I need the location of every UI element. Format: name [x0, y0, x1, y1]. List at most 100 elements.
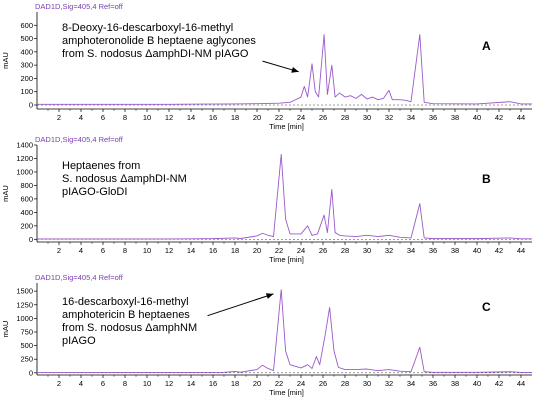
x-tick-label: 24 [297, 246, 305, 255]
x-tick-label: 4 [79, 379, 83, 388]
x-tick-label: 44 [517, 113, 525, 122]
y-tick-label: 1250 [16, 300, 33, 309]
x-tick-label: 20 [253, 246, 261, 255]
chart-panel-c: DAD1D,Sig=405,4 Ref=off 2 4 6 8 10 12 14 16 18 20 2… [1, 273, 532, 397]
annotation-arrow-shaft [207, 293, 274, 317]
annotation-arrow-head [265, 293, 274, 299]
x-tick-label: 36 [429, 246, 437, 255]
x-tick-label: 2 [57, 246, 61, 255]
panel-header: DAD1D,Sig=405,4 Ref=off [35, 273, 124, 282]
x-tick-label: 18 [231, 379, 239, 388]
y-axis-label: mAU [1, 52, 10, 69]
x-tick-label: 18 [231, 246, 239, 255]
x-tick-label: 8 [123, 246, 127, 255]
y-tick-label: 1000 [16, 167, 33, 176]
chromatogram-trace [37, 34, 532, 105]
y-tick-label: 0 [29, 235, 33, 244]
x-tick-label: 16 [209, 246, 217, 255]
annotation-line: amphoteronolide B heptaene aglycones [62, 35, 256, 47]
x-tick-label: 28 [341, 379, 349, 388]
x-axis-label: Time [min] [269, 388, 304, 397]
x-tick-label: 28 [341, 246, 349, 255]
x-tick-label: 22 [275, 379, 283, 388]
x-tick-label: 32 [385, 113, 393, 122]
y-axis-label: mAU [1, 321, 10, 338]
x-tick-label: 16 [209, 379, 217, 388]
y-tick-label: 1400 [16, 141, 33, 150]
x-tick-label: 40 [473, 379, 481, 388]
x-tick-label: 36 [429, 379, 437, 388]
x-tick-label: 40 [473, 113, 481, 122]
y-tick-label: 1500 [16, 287, 33, 296]
chromatogram-trace [37, 153, 532, 240]
x-tick-label: 12 [165, 379, 173, 388]
x-tick-label: 38 [451, 113, 459, 122]
y-tick-label: 200 [20, 74, 33, 83]
x-tick-label: 22 [275, 246, 283, 255]
x-tick-label: 20 [253, 379, 261, 388]
y-tick-label: 800 [20, 181, 33, 190]
x-tick-label: 10 [143, 379, 151, 388]
panel-letter: B [482, 172, 491, 186]
x-tick-label: 38 [451, 379, 459, 388]
annotation-line: S. nodosus ΔamphDI-NM [62, 173, 187, 185]
x-tick-label: 34 [407, 246, 415, 255]
x-tick-label: 32 [385, 246, 393, 255]
y-tick-label: 400 [20, 208, 33, 217]
y-tick-label: 200 [20, 221, 33, 230]
y-tick-label: 400 [20, 47, 33, 56]
x-tick-label: 8 [123, 379, 127, 388]
y-tick-label: 0 [29, 101, 33, 110]
x-tick-label: 28 [341, 113, 349, 122]
x-tick-label: 10 [143, 246, 151, 255]
x-tick-label: 26 [319, 113, 327, 122]
x-tick-label: 32 [385, 379, 393, 388]
x-tick-label: 10 [143, 113, 151, 122]
y-tick-label: 1000 [16, 314, 33, 323]
x-tick-label: 42 [495, 113, 503, 122]
y-tick-label: 0 [29, 368, 33, 377]
x-tick-label: 6 [101, 379, 105, 388]
x-tick-label: 22 [275, 113, 283, 122]
y-tick-label: 1200 [16, 154, 33, 163]
x-tick-label: 42 [495, 379, 503, 388]
annotation-line: 16-descarboxyl-16-methyl [62, 296, 189, 308]
annotation-line: 8-Deoxy-16-descarboxyl-16-methyl [62, 22, 233, 34]
x-tick-label: 4 [79, 246, 83, 255]
x-axis-label: Time [min] [269, 255, 304, 264]
x-tick-label: 18 [231, 113, 239, 122]
x-tick-label: 34 [407, 379, 415, 388]
x-tick-label: 6 [101, 113, 105, 122]
x-tick-label: 30 [363, 246, 371, 255]
x-tick-label: 26 [319, 246, 327, 255]
x-tick-label: 44 [517, 379, 525, 388]
x-tick-label: 4 [79, 113, 83, 122]
panel-letter: A [482, 39, 491, 53]
panel-letter: C [482, 300, 491, 314]
x-tick-label: 44 [517, 246, 525, 255]
y-axis-label: mAU [1, 185, 10, 202]
y-tick-label: 250 [20, 355, 33, 364]
annotation-line: from S. nodosus ΔamphNM [62, 322, 197, 334]
annotation-line: pIAGO [62, 335, 96, 347]
x-tick-label: 20 [253, 113, 261, 122]
annotation-arrow-head [291, 66, 299, 73]
x-tick-label: 36 [429, 113, 437, 122]
x-tick-label: 38 [451, 246, 459, 255]
x-tick-label: 30 [363, 379, 371, 388]
x-tick-label: 42 [495, 246, 503, 255]
x-tick-label: 14 [187, 246, 195, 255]
x-tick-label: 30 [363, 113, 371, 122]
annotation-line: pIAGO-GloDI [62, 186, 127, 198]
y-tick-label: 300 [20, 61, 33, 70]
x-tick-label: 26 [319, 379, 327, 388]
x-tick-label: 16 [209, 113, 217, 122]
x-tick-label: 34 [407, 113, 415, 122]
y-tick-label: 600 [20, 21, 33, 30]
x-tick-label: 2 [57, 113, 61, 122]
x-tick-label: 24 [297, 379, 305, 388]
x-tick-label: 14 [187, 379, 195, 388]
